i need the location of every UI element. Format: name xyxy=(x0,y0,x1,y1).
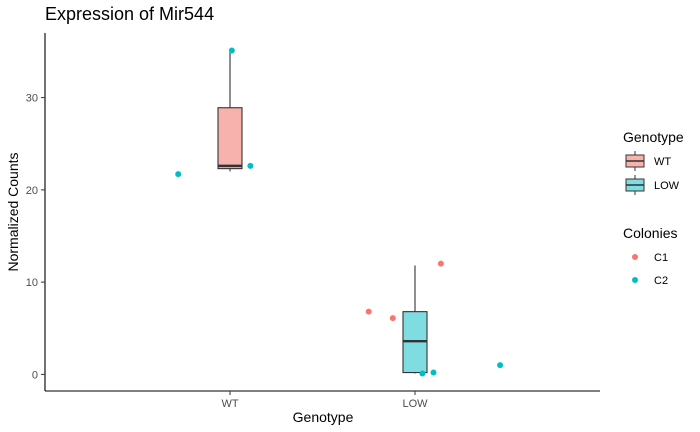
x-tick-label: LOW xyxy=(402,398,428,410)
data-point xyxy=(419,370,426,377)
data-point xyxy=(437,260,444,267)
data-point xyxy=(247,162,254,169)
data-point xyxy=(175,171,182,178)
data-point xyxy=(430,369,437,376)
y-tick-label: 30 xyxy=(26,93,38,105)
legend-label: WT xyxy=(654,156,671,168)
y-tick-label: 10 xyxy=(26,277,38,289)
x-tick-label: WT xyxy=(221,398,238,410)
y-tick-label: 20 xyxy=(26,185,38,197)
legend-key-point xyxy=(632,254,638,260)
legend-colonies: Colonies C1 C2 xyxy=(623,225,677,287)
box-wt xyxy=(217,50,243,172)
legend-label: C2 xyxy=(654,275,668,287)
legend-colonies-title: Colonies xyxy=(623,225,677,241)
y-axis-title: Normalized Counts xyxy=(5,152,21,271)
data-point xyxy=(389,315,396,322)
y-axis-ticks: 0 10 20 30 xyxy=(26,93,45,381)
y-tick-label: 0 xyxy=(32,369,38,381)
data-point xyxy=(497,362,504,369)
legend-genotype-title: Genotype xyxy=(623,129,684,145)
data-point xyxy=(228,47,235,54)
legend-key-point xyxy=(632,277,638,283)
x-axis-title: Genotype xyxy=(293,409,354,425)
plot-area xyxy=(175,47,504,377)
legend-label: C1 xyxy=(654,252,668,264)
legend-key-low: LOW xyxy=(625,175,680,195)
data-point xyxy=(365,308,372,315)
legend-key-wt: WT xyxy=(625,151,671,171)
legend-genotype: Genotype WT LOW xyxy=(623,129,684,195)
box-body xyxy=(217,107,243,170)
chart-title: Expression of Mir544 xyxy=(45,4,214,24)
x-axis-ticks: WT LOW xyxy=(221,391,428,410)
legend-label: LOW xyxy=(654,180,680,192)
box-low xyxy=(402,265,428,374)
